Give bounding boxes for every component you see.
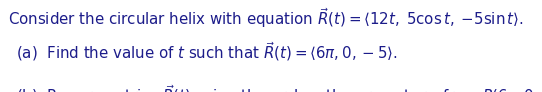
Text: (b)  Reparametrize $\vec{R}(t)$ using the arclength parameter $s$ from $P(6\pi, : (b) Reparametrize $\vec{R}(t)$ using the… [16,83,542,92]
Text: (a)  Find the value of $t$ such that $\vec{R}(t) = \langle 6\pi, 0, -5\rangle$.: (a) Find the value of $t$ such that $\ve… [16,40,398,63]
Text: Consider the circular helix with equation $\vec{R}(t) = \langle 12t,\; 5\cos t,\: Consider the circular helix with equatio… [8,6,524,30]
